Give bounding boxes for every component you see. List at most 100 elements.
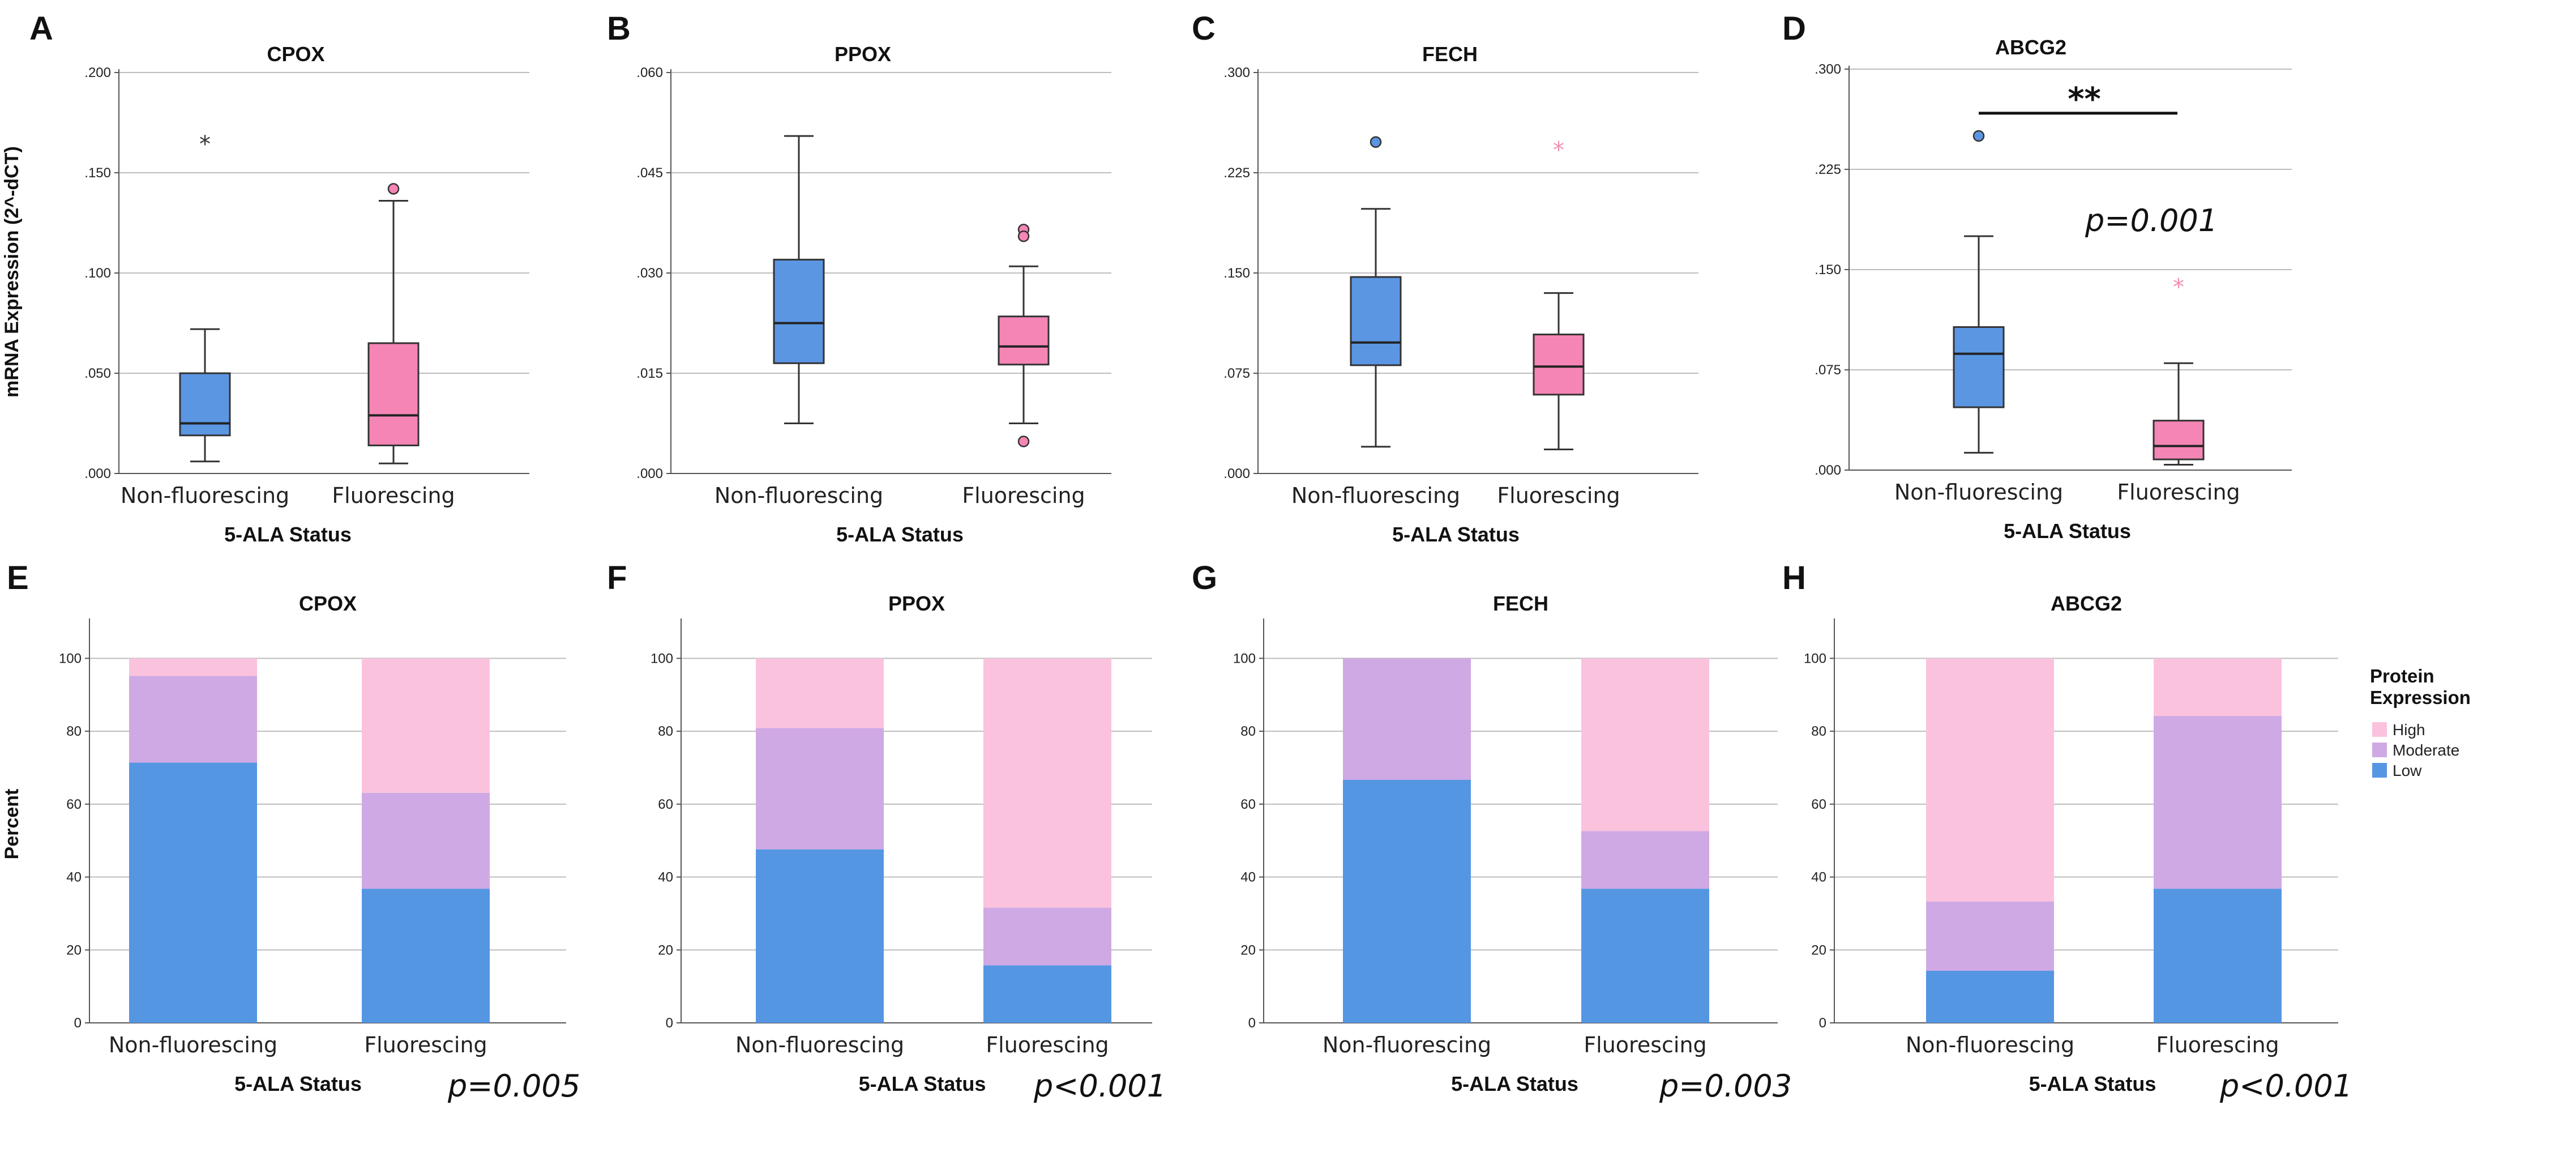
bar-segment-high [1581,658,1709,831]
p-value: p=0.003 [1659,1068,1792,1104]
p-value: p=0.001 [2085,203,2218,238]
y-tick-label: .200 [84,65,111,80]
y-tick-label: 80 [66,724,82,739]
x-category-label: Non-fluorescing [1894,480,2063,505]
y-tick-label: 60 [66,797,82,812]
box-iqr [1533,334,1585,396]
bar-segment-high [129,658,257,676]
legend-swatch-moderate [2372,743,2387,757]
y-tick-label: 80 [1811,724,1826,739]
x-category-label: Non-fluorescing [735,1032,904,1057]
y-axis-title-bottom: Percent [1,789,23,860]
y-tick-label: 80 [658,724,673,739]
y-tick-label: 60 [658,797,673,812]
x-category-label: Fluorescing [1584,1032,1706,1057]
legend: Protein Expression High Moderate Low [2370,665,2471,779]
box-iqr [1953,326,2005,408]
outlier-point [1972,130,1985,142]
x-axis-title: 5-ALA Status [2029,1072,2156,1095]
y-tick-label: .150 [84,165,111,181]
bar-segment-moderate [1581,831,1709,889]
x-category-label: Fluorescing [332,483,455,508]
chart-title: PPOX [835,42,891,66]
chart-title: CPOX [299,592,357,615]
y-tick-label: .045 [636,165,663,181]
y-tick-label: 20 [66,942,82,958]
legend-label-high: High [2393,721,2425,739]
y-tick-label: .225 [1223,165,1250,181]
y-tick-label: .300 [1223,65,1250,80]
y-tick-label: 0 [1819,1016,1826,1031]
panel-a: A CPOX .000 .050 .100 .150 .200 Non-fluorescing… [29,10,529,546]
bar-segment-high [1926,658,2054,902]
bar-segment-low [1343,779,1471,1023]
box-iqr [998,315,1050,366]
panel-f: F PPOX 0 20 40 60 80 100 Non-fluorescing Fluoresc… [607,560,1166,1104]
bar-segment-moderate [756,728,884,850]
y-tick-label: .000 [1815,463,1841,478]
y-tick-label: .100 [84,266,111,281]
panel-d: D ABCG2 .000 .075 .150 .225 .300 Non-fluorescin… [1782,10,2292,543]
panel-b: B PPOX .000 .015 .030 .045 .060 Non-fluorescing… [607,10,1111,546]
outlier-point [1370,136,1382,148]
x-category-label: Non-fluorescing [1323,1032,1491,1057]
y-tick-label: 20 [658,942,673,958]
box-iqr [367,342,420,446]
panel-letter: B [607,10,631,47]
panel-letter: F [607,560,627,596]
y-tick-label: 40 [658,870,673,885]
x-category-label: Fluorescing [1497,483,1620,508]
y-tick-label: 0 [1248,1016,1256,1031]
panel-letter: C [1192,10,1216,47]
y-tick-label: .000 [1223,466,1250,481]
box-iqr [179,372,231,437]
chart-title: ABCG2 [1995,36,2066,59]
y-tick-label: 100 [1233,651,1256,666]
x-axis-title: 5-ALA Status [224,523,352,546]
x-category-label: Fluorescing [986,1032,1109,1057]
x-category-label: Fluorescing [364,1032,487,1057]
y-tick-label: 60 [1240,797,1256,812]
panel-c: C FECH .000 .075 .150 .225 .300 Non-fluorescing… [1192,10,1698,546]
y-tick-label: 60 [1811,797,1826,812]
x-category-label: Non-fluorescing [121,483,289,508]
p-value: p<0.001 [1033,1068,1166,1104]
panel-h: H ABCG2 0 20 40 60 80 100 Non-fluorescing Fluores… [1782,560,2352,1104]
x-axis-title: 5-ALA Status [1392,523,1520,546]
bar-segment-high [362,658,490,793]
outlier-point [1017,436,1030,447]
significance-stars: ** [2068,81,2101,118]
extreme-outlier-star: * [2173,274,2184,300]
panels: A CPOX .000 .050 .100 .150 .200 Non-fluorescing… [7,10,2352,1104]
y-tick-label: 20 [1240,942,1256,958]
outlier-point [1017,230,1030,242]
y-axis-title-top: mRNA Expression (2^-dCT) [1,146,23,398]
panel-letter: E [7,560,29,596]
bar-segment-low [2154,889,2282,1023]
chart-title: FECH [1493,592,1548,615]
x-category-label: Non-fluorescing [109,1032,277,1057]
chart-title: FECH [1422,42,1478,66]
x-category-label: Fluorescing [2117,480,2240,505]
x-axis-title: 5-ALA Status [1451,1072,1578,1095]
bar-segment-moderate [983,907,1111,966]
x-axis-title: 5-ALA Status [859,1072,986,1095]
bar-segment-moderate [362,792,490,889]
x-axis-title: 5-ALA Status [836,523,964,546]
y-tick-label: .000 [636,466,663,481]
x-axis-title: 5-ALA Status [2004,519,2131,543]
y-tick-label: .150 [1815,262,1841,278]
x-category-label: Non-fluorescing [1291,483,1460,508]
panel-g: G FECH 0 20 40 60 80 100 Non-fluorescing Fluoresc… [1192,560,1792,1104]
panel-e: E CPOX 0 20 40 60 80 100 Non-fluorescing Fluoresc… [7,560,580,1104]
y-tick-label: .030 [636,266,663,281]
chart-title: PPOX [888,592,945,615]
bar-segment-moderate [129,676,257,763]
x-category-label: Non-fluorescing [1906,1032,2074,1057]
bar-segment-low [756,849,884,1023]
box-iqr [1350,276,1402,366]
y-tick-label: .000 [84,466,111,481]
bar-segment-low [362,889,490,1023]
legend-label-low: Low [2393,762,2422,779]
x-category-label: Non-fluorescing [714,483,883,508]
